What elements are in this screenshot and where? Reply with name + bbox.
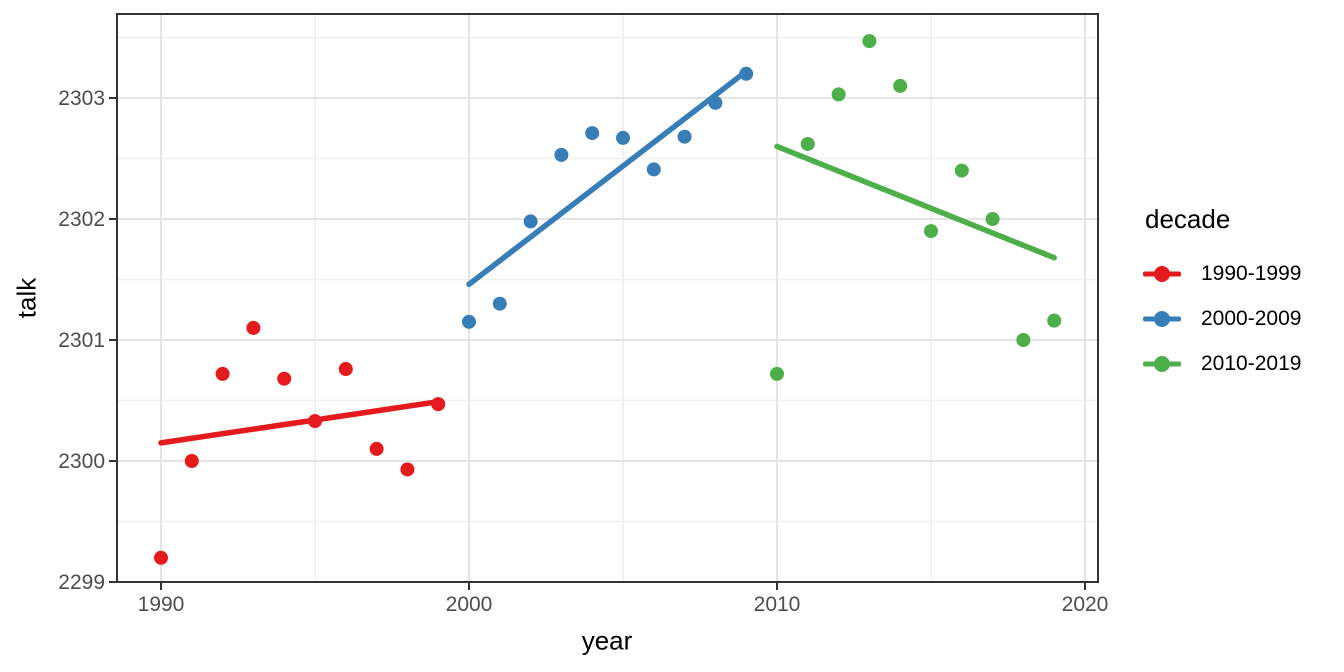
x-tick-label: 2000 (446, 593, 493, 616)
data-point (954, 163, 969, 178)
data-point (800, 136, 815, 151)
data-point (184, 454, 199, 468)
data-point (215, 366, 230, 381)
data-point (369, 441, 384, 456)
trend-line (774, 143, 1057, 261)
data-point (492, 296, 507, 311)
legend-title: decade (1145, 204, 1231, 234)
y-tick-label: 2299 (58, 571, 105, 594)
legend-key-icon (1143, 308, 1181, 330)
data-point (1016, 333, 1031, 347)
data-point (585, 126, 600, 141)
legend-key-dot (1154, 310, 1170, 327)
legend-item-label: 1990-1999 (1201, 261, 1302, 285)
data-point (985, 212, 1000, 226)
data-point (831, 87, 846, 102)
x-tick-label: 1990 (138, 593, 185, 616)
data-point (616, 130, 630, 145)
y-tick-label: 2300 (58, 450, 105, 473)
y-tick-label: 2303 (58, 87, 105, 110)
data-point (431, 397, 446, 412)
x-tick-label: 2010 (754, 593, 801, 616)
data-point (523, 214, 538, 229)
legend-item-label: 2000-2009 (1201, 306, 1302, 330)
data-point (246, 320, 261, 335)
data-point (893, 78, 908, 93)
panel-border (116, 13, 1099, 583)
data-point (154, 550, 168, 565)
y-tick-label: 2302 (58, 208, 105, 231)
legend-items: 1990-1999 2000-2009 2010-2019 (1143, 251, 1301, 386)
legend-key-icon (1143, 353, 1181, 375)
data-point (554, 147, 569, 162)
trend-line (158, 398, 441, 446)
y-tick-label: 2301 (58, 329, 105, 352)
legend-item: 2010-2019 (1143, 341, 1301, 386)
data-point (862, 34, 877, 49)
data-point (770, 366, 784, 381)
data-point (277, 371, 292, 386)
legend-item: 1990-1999 (1143, 251, 1301, 296)
y-axis-title: talk (11, 277, 42, 319)
panel-background (117, 14, 1098, 582)
data-point (739, 66, 754, 81)
data-point (924, 224, 938, 239)
legend-item-label: 2010-2019 (1201, 351, 1302, 375)
x-tick-label: 2020 (1062, 593, 1109, 616)
trend-line (466, 68, 749, 288)
data-point (708, 95, 723, 110)
legend: decade 1990-1999 2000-2009 2010-2019 (1143, 204, 1301, 386)
x-axis-title: year (581, 625, 633, 656)
data-point (646, 162, 661, 177)
data-point (400, 462, 415, 477)
data-point (338, 362, 353, 377)
legend-key-dot (1154, 265, 1170, 282)
data-point (1047, 313, 1062, 328)
data-point (677, 129, 692, 144)
legend-key-dot (1154, 355, 1170, 372)
data-point (308, 414, 322, 429)
data-point (462, 314, 476, 329)
legend-item: 2000-2009 (1143, 296, 1301, 341)
legend-key-icon (1143, 263, 1181, 285)
